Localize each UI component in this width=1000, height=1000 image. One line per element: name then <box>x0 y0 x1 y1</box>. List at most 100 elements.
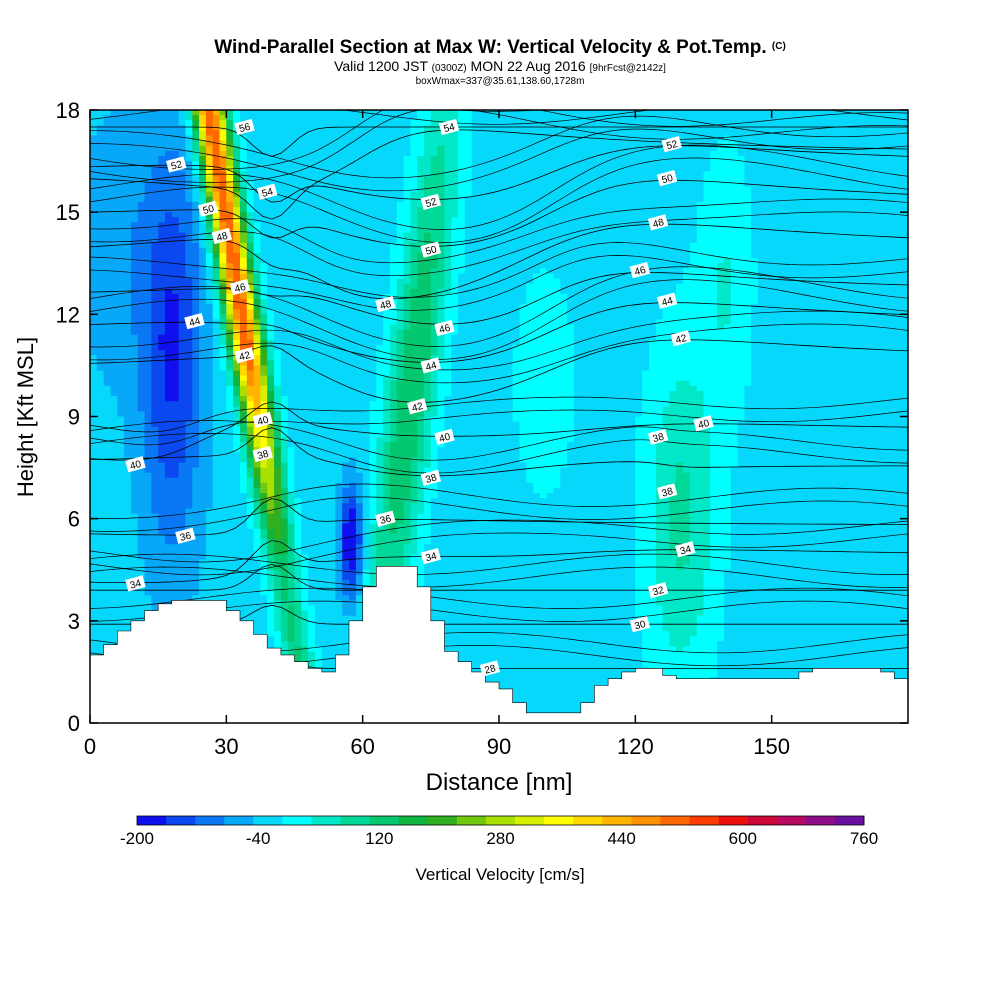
colorbar-swatch <box>776 816 807 825</box>
box-info: boxWmax=337@35.61,138.60,1728m <box>415 76 585 87</box>
x-tick-label: 150 <box>753 734 790 759</box>
svg-text:54: 54 <box>443 122 457 136</box>
theta-contour-line <box>90 310 908 371</box>
colorbar-swatch <box>224 816 254 825</box>
theta-contour-line <box>90 129 908 220</box>
colorbar-swatch <box>340 816 371 825</box>
x-axis-ticks: 0 30 60 90 120 150 <box>84 110 790 759</box>
svg-text:42: 42 <box>674 333 688 347</box>
svg-text:38: 38 <box>256 449 270 463</box>
colorbar-tick-label: 600 <box>729 829 757 848</box>
theta-label: 44 <box>420 357 442 374</box>
x-tick-label: 60 <box>350 734 374 759</box>
theta-contour-line <box>90 126 908 157</box>
title-mark: (C) <box>771 41 786 52</box>
theta-label: 40 <box>252 411 273 428</box>
colorbar-tick-label: 280 <box>486 829 514 848</box>
svg-text:32: 32 <box>652 585 666 599</box>
y-tick-label: 12 <box>56 302 80 327</box>
svg-text:40: 40 <box>438 431 452 445</box>
theta-contour-line <box>90 498 908 536</box>
svg-text:40: 40 <box>129 459 143 473</box>
svg-text:28: 28 <box>483 663 497 677</box>
theta-label: 40 <box>434 428 455 445</box>
theta-contour-line <box>90 401 908 461</box>
theta-label: 34 <box>125 575 146 592</box>
theta-label: 54 <box>438 118 460 136</box>
theta-contour-line <box>90 198 908 264</box>
svg-text:50: 50 <box>424 244 438 258</box>
theta-label: 44 <box>656 292 678 309</box>
svg-text:56: 56 <box>238 122 252 136</box>
theta-label: 50 <box>197 200 219 217</box>
theta-label: 42 <box>670 330 692 347</box>
theta-contour-line <box>90 323 908 384</box>
theta-label: 52 <box>166 156 187 173</box>
colorbar-swatch <box>747 816 778 825</box>
theta-label: 50 <box>420 241 442 258</box>
svg-text:50: 50 <box>661 173 675 187</box>
y-tick-label: 3 <box>68 609 80 634</box>
colorbar-swatch <box>137 816 167 825</box>
x-tick-label: 0 <box>84 734 96 759</box>
theta-label: 46 <box>629 261 651 279</box>
colorbar-swatch <box>427 816 458 825</box>
y-tick-label: 6 <box>68 507 80 532</box>
svg-text:44: 44 <box>188 316 202 330</box>
y-tick-label: 9 <box>68 405 80 430</box>
theta-contour-line <box>90 483 908 519</box>
colorbar: -200 -40 120 280 440 600 760 <box>120 815 878 848</box>
y-tick-label: 0 <box>68 711 80 736</box>
svg-text:46: 46 <box>438 323 452 337</box>
svg-text:48: 48 <box>215 231 229 245</box>
theta-contour-line <box>90 271 908 325</box>
theta-label: 42 <box>234 347 255 364</box>
theta-contour-line <box>90 179 908 247</box>
svg-text:42: 42 <box>411 401 425 415</box>
svg-text:38: 38 <box>661 486 675 500</box>
svg-text:54: 54 <box>261 186 275 200</box>
colorbar-swatch <box>311 816 342 825</box>
theta-contour-line <box>90 339 908 403</box>
y-tick-label: 18 <box>56 98 80 123</box>
svg-text:36: 36 <box>179 530 193 544</box>
theta-contour-line <box>90 427 908 477</box>
theta-label: 56 <box>234 118 255 136</box>
y-tick-label: 15 <box>56 200 80 225</box>
theta-label: 34 <box>675 541 696 558</box>
theta-contour-line <box>90 242 908 298</box>
theta-label: 38 <box>647 428 669 445</box>
svg-text:42: 42 <box>238 350 252 364</box>
colorbar-swatch <box>689 816 720 825</box>
svg-text:34: 34 <box>679 544 693 558</box>
theta-contour-line <box>90 553 908 575</box>
colorbar-swatch <box>166 816 196 825</box>
colorbar-swatch <box>486 816 516 825</box>
theta-contour-line <box>90 396 908 433</box>
colorbar-swatch <box>456 816 487 825</box>
svg-text:46: 46 <box>633 265 647 279</box>
title-block: Wind-Parallel Section at Max W: Vertical… <box>0 36 1000 88</box>
colorbar-tick-label: -200 <box>120 829 154 848</box>
theta-label: 46 <box>229 278 251 295</box>
svg-text:48: 48 <box>652 217 666 231</box>
svg-text:38: 38 <box>424 472 438 486</box>
theta-contour-line <box>90 110 908 125</box>
svg-text:36: 36 <box>379 513 393 527</box>
colorbar-swatch <box>573 816 603 825</box>
x-axis-label: Distance [nm] <box>426 769 573 796</box>
theta-contour-line <box>451 110 543 112</box>
colorbar-swatch <box>718 816 749 825</box>
theta-label: 42 <box>406 398 428 415</box>
theta-label: 44 <box>184 312 205 330</box>
svg-text:52: 52 <box>424 196 438 210</box>
theta-contour-line <box>90 110 908 170</box>
colorbar-label: Vertical Velocity [cm/s] <box>415 865 584 884</box>
theta-contour-line <box>90 302 908 363</box>
svg-text:44: 44 <box>661 295 675 309</box>
theta-label: 36 <box>175 527 196 544</box>
theta-contour-line <box>90 420 908 461</box>
svg-text:50: 50 <box>202 203 216 217</box>
theta-label: 28 <box>479 660 501 677</box>
